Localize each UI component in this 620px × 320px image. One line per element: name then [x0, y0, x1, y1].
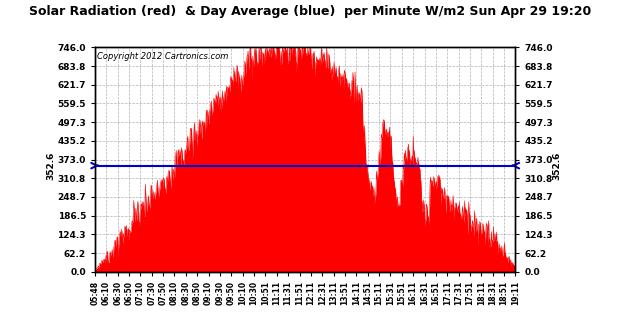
Text: Solar Radiation (red)  & Day Average (blue)  per Minute W/m2 Sun Apr 29 19:20: Solar Radiation (red) & Day Average (blu… — [29, 5, 591, 18]
Text: 352.6: 352.6 — [46, 151, 55, 180]
Text: Copyright 2012 Cartronics.com: Copyright 2012 Cartronics.com — [97, 52, 228, 61]
Text: 352.6: 352.6 — [552, 151, 562, 180]
